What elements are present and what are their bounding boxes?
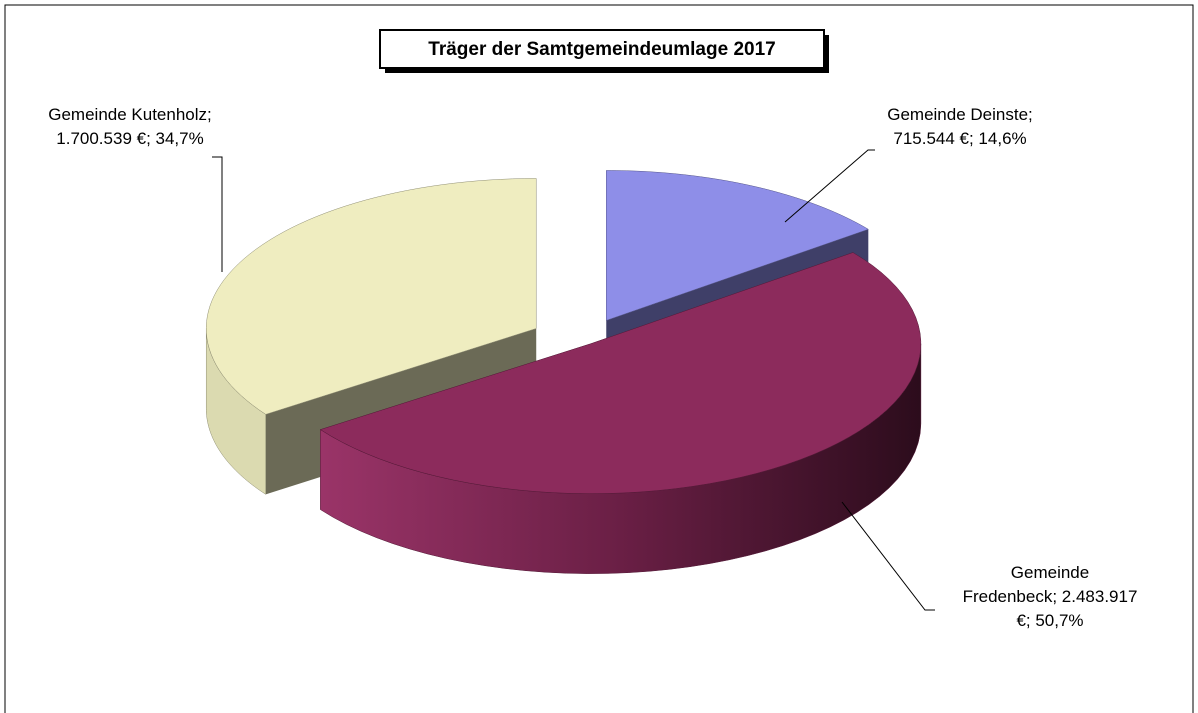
- labels: Gemeinde Deinste; 715.544 €; 14,6%Gemeind…: [48, 105, 1137, 630]
- slice: Gemeinde Fredenbeck: [319, 252, 922, 574]
- data-label: Gemeinde Kutenholz; 1.700.539 €; 34,7%: [48, 105, 212, 148]
- label-line: Gemeinde Kutenholz;: [48, 105, 212, 124]
- label-line: €; 50,7%: [1016, 611, 1083, 630]
- title-box: [379, 29, 825, 69]
- leader-line: [841, 501, 935, 611]
- leader-line: [212, 156, 223, 272]
- slice-top: [606, 170, 869, 321]
- slice-top: [205, 178, 537, 415]
- label-line: 715.544 €; 14,6%: [893, 129, 1026, 148]
- label-line: Gemeinde: [1011, 563, 1089, 582]
- leader-line: [784, 149, 875, 223]
- label-line: Fredenbeck; 2.483.917: [963, 587, 1138, 606]
- label-line: 1.700.539 €; 34,7%: [56, 129, 203, 148]
- pie: Gemeinde KutenholzGemeinde DeinsteGemein…: [205, 170, 922, 574]
- data-label: Gemeinde Fredenbeck; 2.483.917 €; 50,7%: [963, 563, 1138, 630]
- label-line: Gemeinde Deinste;: [887, 105, 1033, 124]
- slice-top: [319, 252, 922, 494]
- chart-title: Träger der Samtgemeindeumlage 2017: [428, 39, 775, 60]
- data-label: Gemeinde Deinste; 715.544 €; 14,6%: [887, 105, 1033, 148]
